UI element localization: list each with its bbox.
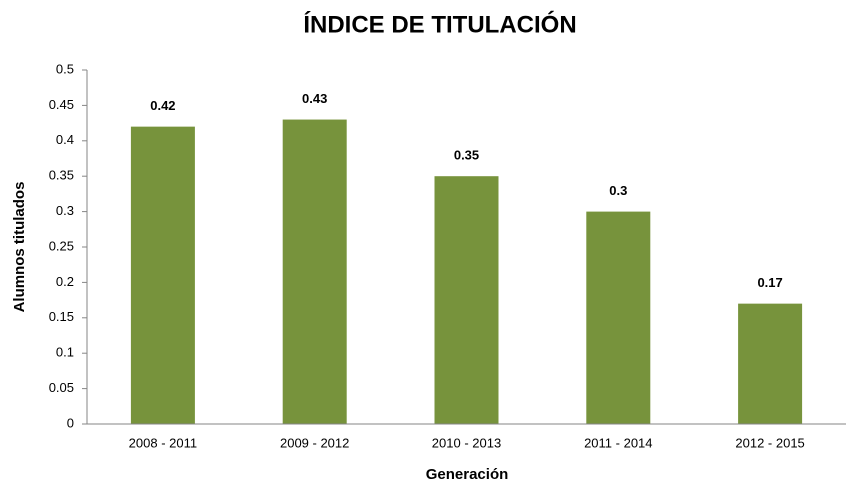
y-tick-label: 0.05: [49, 380, 74, 395]
chart-title: ÍNDICE DE TITULACIÓN: [303, 10, 576, 38]
y-tick-label: 0.4: [56, 132, 74, 147]
y-tick-label: 0.1: [56, 345, 74, 360]
y-tick-label: 0.2: [56, 274, 74, 289]
data-label: 0.42: [150, 98, 175, 113]
y-axis-label: Alumnos titulados: [11, 182, 28, 313]
x-tick-label: 2009 - 2012: [280, 435, 349, 450]
y-tick-label: 0: [67, 415, 74, 430]
y-tick-label: 0.3: [56, 203, 74, 218]
data-label: 0.3: [609, 183, 627, 198]
x-tick-label: 2012 - 2015: [735, 435, 804, 450]
bar: [130, 126, 195, 424]
y-tick-label: 0.35: [49, 168, 74, 183]
x-tick-label: 2008 - 2011: [129, 435, 197, 450]
y-tick-label: 0.25: [49, 238, 74, 253]
data-label: 0.43: [302, 91, 327, 106]
bar: [434, 176, 499, 424]
x-axis-label: Generación: [426, 466, 509, 483]
y-tick-label: 0.15: [49, 309, 74, 324]
x-tick-label: 2011 - 2014: [584, 435, 652, 450]
bar: [282, 119, 347, 424]
x-tick-label: 2010 - 2013: [432, 435, 501, 450]
bar: [738, 303, 803, 424]
data-label: 0.35: [454, 148, 479, 163]
bar: [586, 211, 651, 424]
data-label: 0.17: [757, 275, 782, 290]
y-tick-label: 0.45: [49, 97, 74, 112]
y-tick-label: 0.5: [56, 61, 74, 76]
